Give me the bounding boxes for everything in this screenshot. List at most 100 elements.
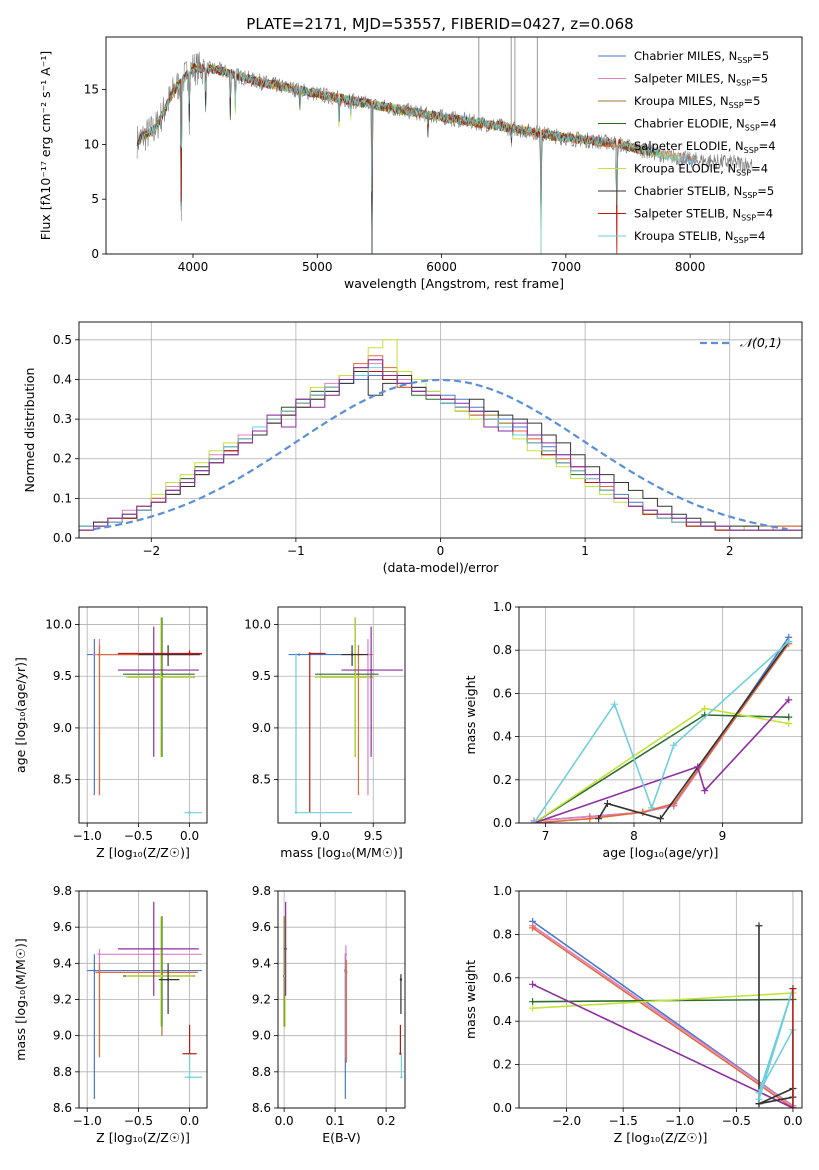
data-point [345,971,348,974]
spectrum-frame [105,36,803,255]
x-tick-label: 4000 [178,260,209,274]
spectrum-model-line [136,63,661,254]
x-tick-label: 0.0 [275,1114,294,1128]
series-line [533,699,790,823]
series-line [532,983,794,1108]
x-tick-label: −1.5 [609,1114,638,1128]
spectrum-model-line [139,63,698,253]
data-point-marker [789,985,797,993]
y-tick-label: 9.6 [53,920,72,934]
residuals-ylabel: Normed distribution [22,368,37,493]
y-tick-label: 0.2 [493,773,512,787]
data-point [399,978,403,981]
data-point-marker [670,741,678,749]
data-point [98,653,101,656]
data-point-marker [603,800,611,808]
legend-entry: Kroupa STELIB, NSSP=4 [634,229,765,245]
y-tick-label: 1.0 [493,884,512,898]
spectrum-model-line [141,63,698,254]
age-vs-mass-plot-area [288,617,403,814]
data-point-marker [755,922,763,930]
y-tick-label: 0.6 [493,971,512,985]
x-tick-label: 6000 [426,260,457,274]
age-vs-Z-xlabel: Z [log₁₀(Z/Z☉)] [96,845,190,860]
legend-entry: Kroupa MILES, NSSP=5 [634,94,760,110]
y-tick-label: 8.5 [252,773,271,787]
y-tick-label: 8.8 [53,1065,72,1079]
data-point-marker [595,815,603,823]
series-line [533,641,790,823]
spectrum-panel: 4000 5000 6000 7000 8000 0 5 10 15 wavelength [An… [38,36,803,291]
data-point-marker [529,998,537,1006]
age-vs-Z-ylabel: age [log₁₀(age/yr)] [13,657,28,773]
age-vs-Z-plot-area [87,617,202,815]
spectrum-model-line [139,63,679,252]
y-tick-label: 8.5 [53,773,72,787]
x-tick-label: 0 [437,544,445,558]
spectrum-model-line [141,63,680,254]
mass-weight-vs-Z-plot-area [529,917,797,1108]
y-tick-label: 0.4 [493,730,512,744]
residuals-plot-area [79,339,802,538]
mass-weight-vs-age-ylabel: mass weight [463,675,478,754]
y-tick-label: 9.8 [53,884,72,898]
series-line [533,641,790,822]
legend-entry: Chabrier ELODIE, NSSP=4 [634,117,777,133]
data-point [159,974,163,978]
data-point [188,1076,191,1079]
mass-vs-Z-panel: −1.0 −0.5 0.0 8.6 8.8 9.0 9.2 9.4 9.6 9.8 Z [log₁₀… [13,884,208,1145]
mass-weight-vs-age-frame [518,606,803,824]
y-tick-label: 0.4 [493,1014,512,1028]
data-point-marker [529,980,537,988]
normal-distribution-curve [93,378,788,531]
data-point [354,676,357,679]
mass-vs-Z-xlabel: Z [log₁₀(Z/Z☉)] [96,1130,190,1145]
age-vs-Z-frame [78,606,208,824]
data-point-marker [789,1104,797,1108]
x-tick-label: −2 [142,544,160,558]
mass-vs-EBV-panel: 0.0 0.1 0.2 8.6 8.8 9.0 9.2 9.4 9.6 9.8 E(B-V) [252,884,406,1145]
y-tick-label: 0.4 [53,372,72,386]
x-tick-label: −1.0 [73,829,102,843]
y-tick-label: 8.8 [252,1065,271,1079]
spectrum-ylabel: Flux [fλ10⁻¹⁷ erg cm⁻² s⁻¹ A⁻¹] [38,51,53,240]
spectrum-model-line [141,62,661,254]
x-tick-label: 0.2 [377,1114,396,1128]
data-point-marker [755,1095,763,1103]
x-tick-label: 0.0 [180,1114,199,1128]
mass-weight-vs-age-xlabel: age [log₁₀(age/yr)] [603,845,719,860]
legend-entry: Kroupa ELODIE, NSSP=4 [634,162,768,178]
data-point [98,971,101,974]
y-tick-label: 9.2 [53,993,72,1007]
series-line [533,636,790,822]
x-tick-label: 0.0 [783,1114,802,1128]
data-point [188,811,191,814]
y-tick-label: 5 [91,192,99,206]
x-tick-label: −0.5 [124,1114,153,1128]
data-point [93,969,96,972]
y-tick-label: 8.6 [252,1101,271,1115]
y-tick-label: 0.2 [493,1058,512,1072]
x-tick-label: 9 [719,829,727,843]
data-point [297,653,301,656]
y-tick-label: 9.8 [252,884,271,898]
data-point [284,947,287,951]
mass-vs-EBV-plot-area [282,901,403,1099]
y-tick-label: 9.2 [252,993,271,1007]
mass-vs-Z-plot-area [87,901,202,1099]
age-vs-mass-frame [277,606,406,824]
data-point [159,676,163,679]
data-point-marker [530,819,538,823]
x-tick-label: −0.5 [124,829,153,843]
x-tick-label: −1.0 [73,1114,102,1128]
legend-entry: Chabrier MILES, NSSP=5 [634,49,769,65]
x-tick-label: 9.0 [311,829,330,843]
y-tick-label: 0 [91,247,99,261]
data-point-marker [529,924,537,932]
data-point-marker [586,815,594,823]
data-point-marker [701,705,709,713]
data-point-marker [657,815,664,823]
x-tick-label: 2 [726,544,734,558]
data-point-marker [694,763,702,771]
